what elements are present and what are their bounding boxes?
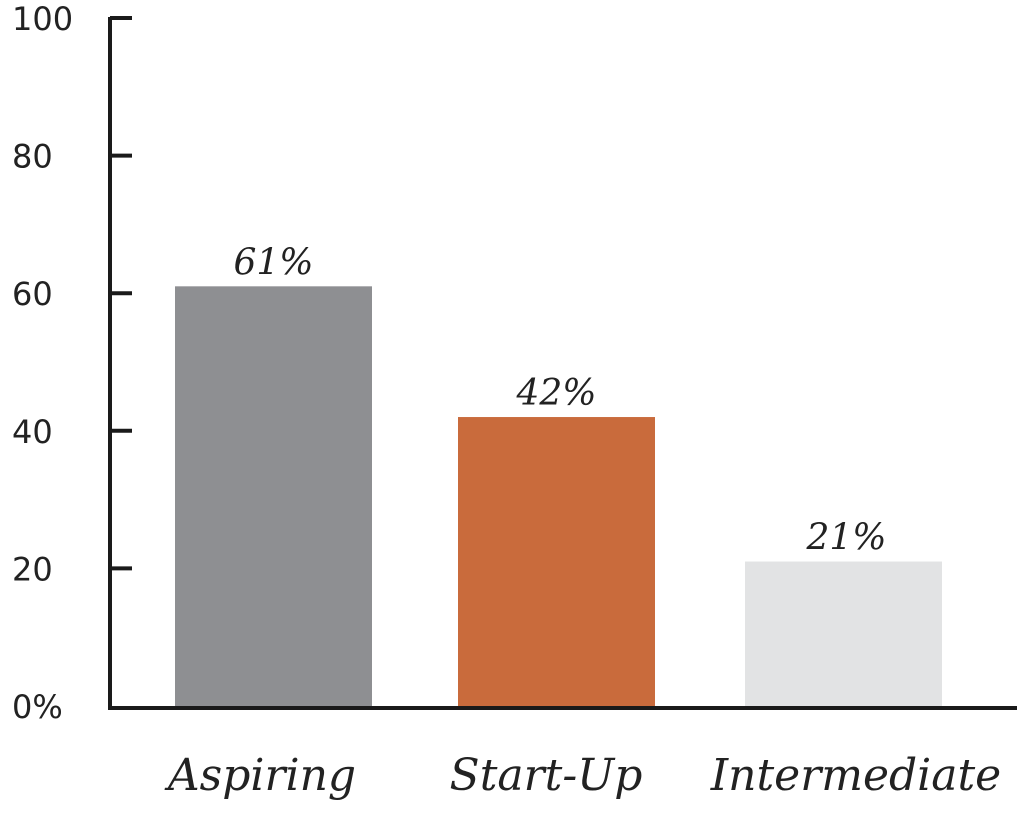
- y-ticks-group: 0% 20 40 60 80 100: [12, 0, 132, 726]
- x-category-label: Intermediate: [710, 750, 1001, 801]
- bar-aspiring: [175, 286, 372, 706]
- y-tick-label: 20: [12, 550, 53, 588]
- y-tick-label: 80: [12, 138, 53, 176]
- y-tick-label: 40: [12, 413, 53, 451]
- data-labels-group: 61% 42% 21%: [233, 242, 886, 558]
- data-label: 61%: [233, 242, 313, 283]
- y-tick-label: 0%: [12, 688, 63, 726]
- bar-intermediate: [745, 561, 942, 706]
- x-category-label: Aspiring: [164, 750, 356, 801]
- data-label: 21%: [805, 518, 886, 559]
- y-tick-label: 100: [12, 0, 73, 38]
- x-labels-group: Aspiring Start-Up Intermediate: [164, 750, 1001, 801]
- bars-group: [175, 286, 942, 706]
- data-label: 42%: [515, 373, 596, 414]
- x-category-label: Start-Up: [450, 750, 643, 801]
- bar-start-up: [458, 417, 655, 706]
- y-tick-label: 60: [12, 275, 53, 313]
